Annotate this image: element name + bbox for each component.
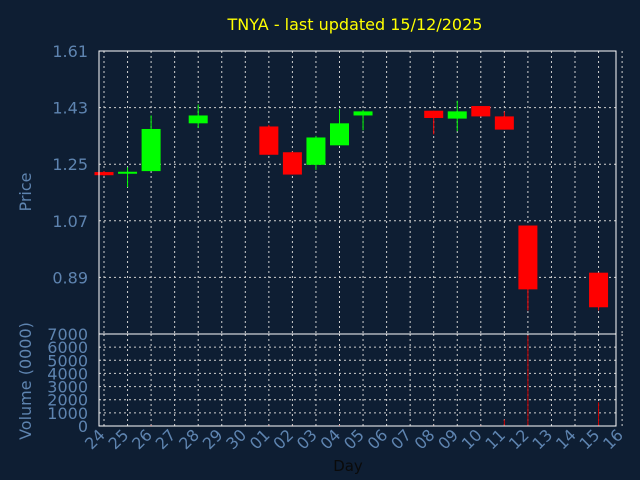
- candle-body: [330, 123, 349, 146]
- volume-tick-label: 5000: [47, 351, 88, 370]
- chart-title: TNYA - last updated 15/12/2025: [227, 15, 483, 34]
- plot-frames: [98, 50, 617, 427]
- volume-tick-label: 4000: [47, 364, 88, 383]
- candle-body: [518, 225, 538, 290]
- day-axis-label: Day: [333, 457, 363, 475]
- candle: [141, 115, 161, 172]
- volume-frame: [98, 333, 617, 427]
- candle: [494, 111, 514, 130]
- candle: [188, 104, 208, 129]
- candle: [424, 110, 444, 135]
- candle: [471, 106, 491, 117]
- candle: [118, 167, 138, 188]
- volume-tick-label: 0: [78, 417, 88, 436]
- price-tick-label: 1.07: [52, 212, 88, 231]
- candle-body: [94, 172, 114, 176]
- candle-body: [259, 126, 279, 155]
- candle-body: [589, 272, 609, 308]
- volume-tick-label: 1000: [47, 404, 88, 423]
- candle: [447, 100, 467, 132]
- candle-body: [188, 115, 208, 124]
- price-axis-label: Price: [16, 172, 35, 211]
- candle-body: [141, 128, 161, 172]
- candle: [259, 124, 279, 155]
- price-tick-label: 1.43: [52, 99, 88, 118]
- price-tick-label: 1.61: [52, 42, 88, 61]
- candle-body: [353, 111, 373, 116]
- price-tick-label: 0.89: [52, 268, 88, 287]
- volume-bar: [503, 419, 505, 426]
- candle-body: [282, 152, 302, 175]
- price-tick-labels: 1.61 1.43 1.25 1.07 0.89: [52, 42, 88, 287]
- price-grid: [99, 50, 623, 334]
- volume-axis-label: Volume (0000): [16, 322, 35, 440]
- volume-tick-label: 3000: [47, 378, 88, 397]
- candle: [306, 135, 326, 170]
- candle-body: [447, 111, 467, 119]
- candle-body: [118, 171, 138, 174]
- volume-bar: [598, 402, 600, 426]
- price-tick-label: 1.25: [52, 155, 88, 174]
- volume-bar: [150, 424, 152, 426]
- candle-body: [306, 137, 326, 165]
- volume-bar: [527, 335, 529, 426]
- candle-body: [471, 106, 491, 117]
- candle: [589, 272, 609, 311]
- candle: [518, 225, 538, 311]
- candlestick-series: [94, 100, 609, 311]
- candle: [330, 109, 349, 146]
- candle: [353, 110, 373, 131]
- volume-tick-label: 6000: [47, 338, 88, 357]
- volume-tick-label: 2000: [47, 391, 88, 410]
- day-tick-labels: 2425262728293001020304050607080910111213…: [81, 425, 627, 453]
- volume-tick-label: 7000: [47, 325, 88, 344]
- candle-body: [494, 116, 514, 130]
- candle-body: [424, 110, 444, 118]
- candle: [94, 171, 114, 176]
- candle: [282, 151, 302, 175]
